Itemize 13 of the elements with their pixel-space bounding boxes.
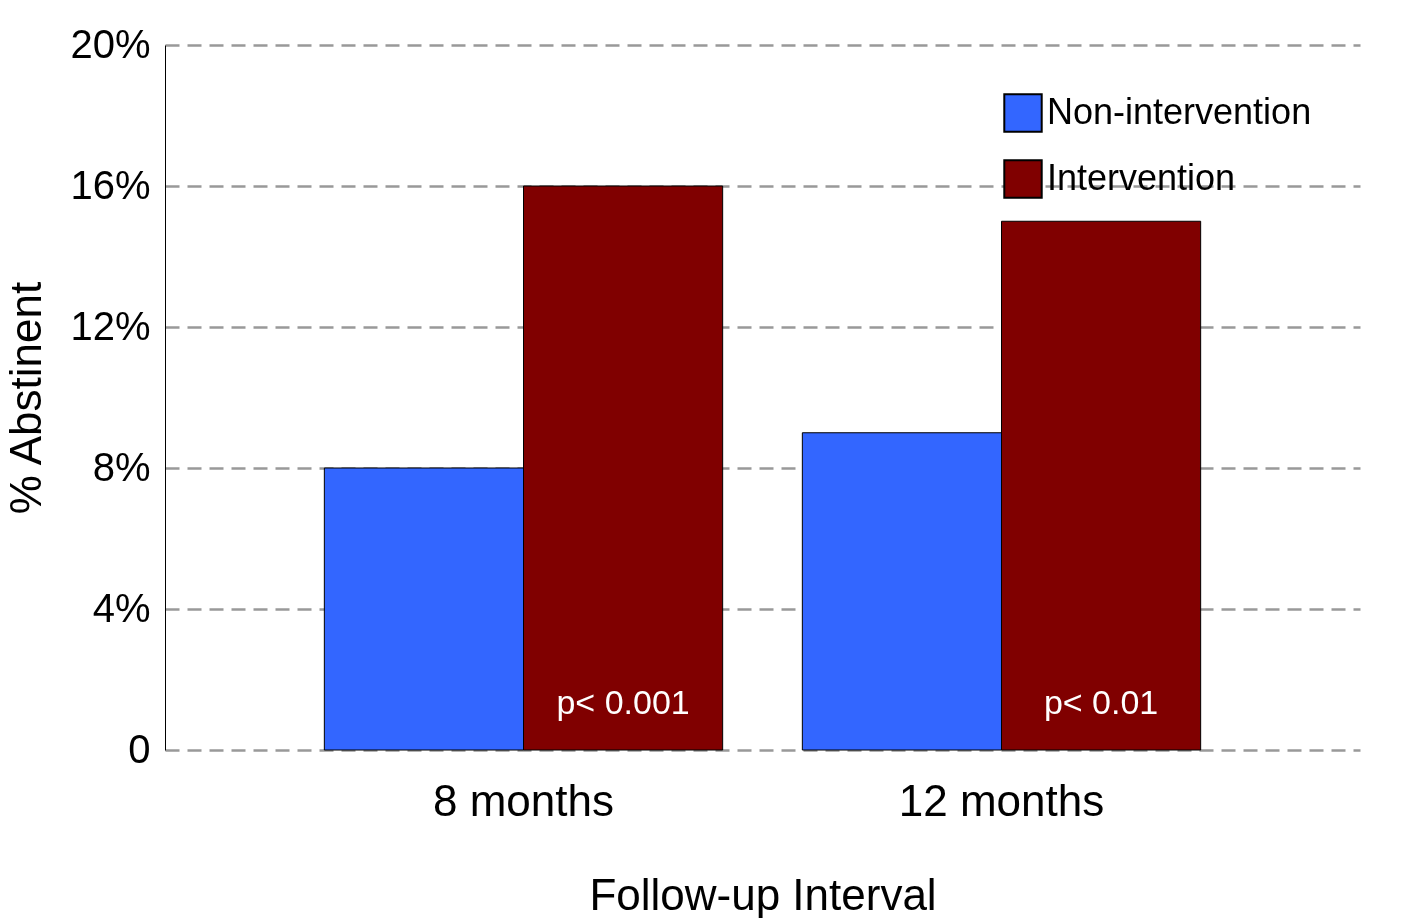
y-tick-label: 0 <box>128 726 151 771</box>
y-tick-label: 16% <box>70 162 151 207</box>
annotation: p< 0.01 <box>1043 683 1159 722</box>
legend-label: Non-intervention <box>1047 91 1312 132</box>
y-tick-label: 20% <box>70 21 151 66</box>
x-tick-label: 8 months <box>433 775 614 825</box>
legend-label: Intervention <box>1047 157 1236 198</box>
y-tick-label: 4% <box>92 585 151 630</box>
annotation: p< 0.001 <box>556 683 690 722</box>
y-tick-label: 8% <box>92 444 151 489</box>
x-tick-label: 12 months <box>898 775 1105 825</box>
y-axis-title: % Abstinent <box>1 281 51 515</box>
y-tick-label: 12% <box>70 303 151 348</box>
